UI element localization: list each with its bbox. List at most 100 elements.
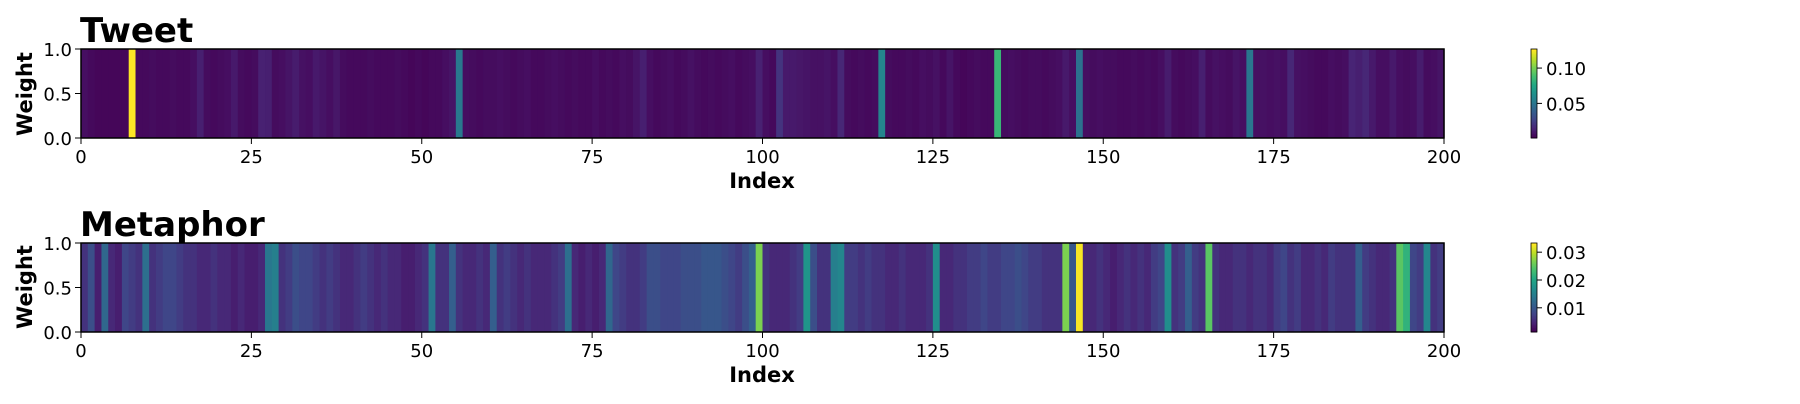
- colorbar-segment: [1531, 283, 1537, 286]
- heatmap-cell: [707, 49, 716, 138]
- colorbar-tick-label: 0.03: [1546, 243, 1586, 264]
- colorbar-segment: [1531, 87, 1537, 90]
- heatmap-cell: [278, 243, 287, 332]
- axes: 0 25 50 75 100 125 150 175 200 0.0 0.5 1.0: [43, 40, 1461, 168]
- colorbar-segment: [1531, 271, 1537, 274]
- colorbar-segment: [1531, 49, 1537, 51]
- colorbar-segment: [1531, 280, 1537, 283]
- colorbar-segment: [1531, 97, 1537, 100]
- colorbar-segment: [1531, 80, 1537, 83]
- heatmap-cell: [823, 49, 832, 138]
- colorbar-segment: [1531, 120, 1537, 123]
- heatmap-cell: [142, 49, 150, 138]
- colorbar-segment: [1531, 54, 1537, 57]
- colorbar-segment: [1531, 287, 1537, 290]
- heatmap-cell: [762, 243, 770, 332]
- colorbar-segment: [1531, 286, 1537, 288]
- heatmap-cell: [339, 49, 348, 138]
- heatmap-cell: [987, 243, 995, 332]
- colorbar-segment: [1531, 243, 1537, 245]
- colorbar-segment: [1531, 103, 1537, 106]
- x-tick-label: 75: [581, 341, 604, 362]
- heatmap-cell: [162, 49, 171, 138]
- heatmap-cell: [1082, 49, 1091, 138]
- heatmap-cell: [605, 243, 614, 332]
- heatmap-cell: [1116, 49, 1125, 138]
- heatmap-cell: [1096, 243, 1104, 332]
- heatmap-cell: [401, 243, 409, 332]
- heatmap-cell: [987, 49, 995, 138]
- colorbar: 0.01 0.02 0.03: [1530, 242, 1586, 333]
- colorbar-segment: [1531, 93, 1537, 96]
- heatmap-cell: [1314, 49, 1322, 138]
- heatmap-cell: [837, 243, 845, 332]
- heatmap-cell: [1075, 243, 1084, 332]
- heatmap-cell: [1266, 243, 1275, 332]
- x-tick-label: 25: [240, 147, 263, 168]
- heatmap-cell: [1137, 49, 1145, 138]
- x-tick-label: 175: [1256, 341, 1290, 362]
- heatmap-cell: [830, 49, 839, 138]
- y-tick-label: 0.0: [43, 323, 72, 344]
- heatmap-cell: [1409, 243, 1418, 332]
- heatmap-cell: [176, 49, 184, 138]
- heatmap-cell: [183, 243, 191, 332]
- heatmap-cell: [108, 49, 116, 138]
- heatmap-cell: [258, 243, 266, 332]
- colorbar-segment: [1531, 277, 1537, 280]
- heatmap-cell: [196, 49, 205, 138]
- heatmap-cell: [769, 49, 777, 138]
- heatmap-cell: [776, 243, 784, 332]
- heatmap-cell: [857, 49, 866, 138]
- colorbar-tick-label: 0.10: [1546, 59, 1586, 80]
- colorbar-segment: [1531, 96, 1537, 99]
- colorbar-segment: [1531, 81, 1537, 84]
- heatmap-cell: [1341, 49, 1350, 138]
- x-tick-label: 200: [1427, 341, 1461, 362]
- colorbar-segment: [1531, 75, 1537, 78]
- heatmap-cell: [1055, 243, 1063, 332]
- heatmap-cell: [960, 49, 968, 138]
- heatmap-cell: [823, 243, 832, 332]
- heatmap-cell: [1266, 49, 1275, 138]
- heatmap-cell: [1089, 243, 1098, 332]
- heatmap-cell: [1314, 243, 1322, 332]
- colorbar-segment: [1531, 50, 1537, 53]
- colorbar-segment: [1531, 305, 1537, 308]
- heatmap-cell: [1382, 49, 1391, 138]
- heatmap-cell: [844, 49, 852, 138]
- colorbar-segment: [1531, 72, 1537, 75]
- heatmap-cell: [1028, 49, 1036, 138]
- heatmap-cell: [544, 49, 552, 138]
- heatmap-cell: [714, 49, 723, 138]
- heatmap-cell: [1294, 243, 1302, 332]
- colorbar-segment: [1531, 281, 1537, 284]
- heatmap-cell: [926, 49, 934, 138]
- x-tick-label: 175: [1256, 147, 1290, 168]
- heatmap-cell: [155, 49, 164, 138]
- heatmap-cell: [1259, 243, 1268, 332]
- heatmap-cell: [694, 243, 702, 332]
- heatmap-cell: [203, 49, 212, 138]
- heatmap-cell: [435, 243, 443, 332]
- heatmap-cell: [442, 243, 450, 332]
- heatmap-cell: [939, 243, 948, 332]
- heatmap-cell: [1232, 243, 1241, 332]
- heatmap-cell: [224, 243, 232, 332]
- heatmap-cell: [1328, 243, 1336, 332]
- heatmap-cell: [449, 243, 457, 332]
- heatmap-cell: [1144, 243, 1152, 332]
- heatmap-cell: [408, 49, 416, 138]
- heatmap-cell: [523, 243, 532, 332]
- heatmap-cell: [558, 243, 566, 332]
- heatmap-cell: [1007, 49, 1016, 138]
- heatmap-cell: [728, 243, 736, 332]
- heatmap-cell: [646, 243, 655, 332]
- colorbar-segment: [1531, 53, 1537, 56]
- heatmap-cell: [551, 243, 559, 332]
- heatmap-cell: [87, 243, 96, 332]
- heatmap-cell: [1103, 49, 1111, 138]
- heatmap-cell: [851, 49, 859, 138]
- heatmap-cell: [203, 243, 212, 332]
- colorbar-segment: [1531, 272, 1537, 275]
